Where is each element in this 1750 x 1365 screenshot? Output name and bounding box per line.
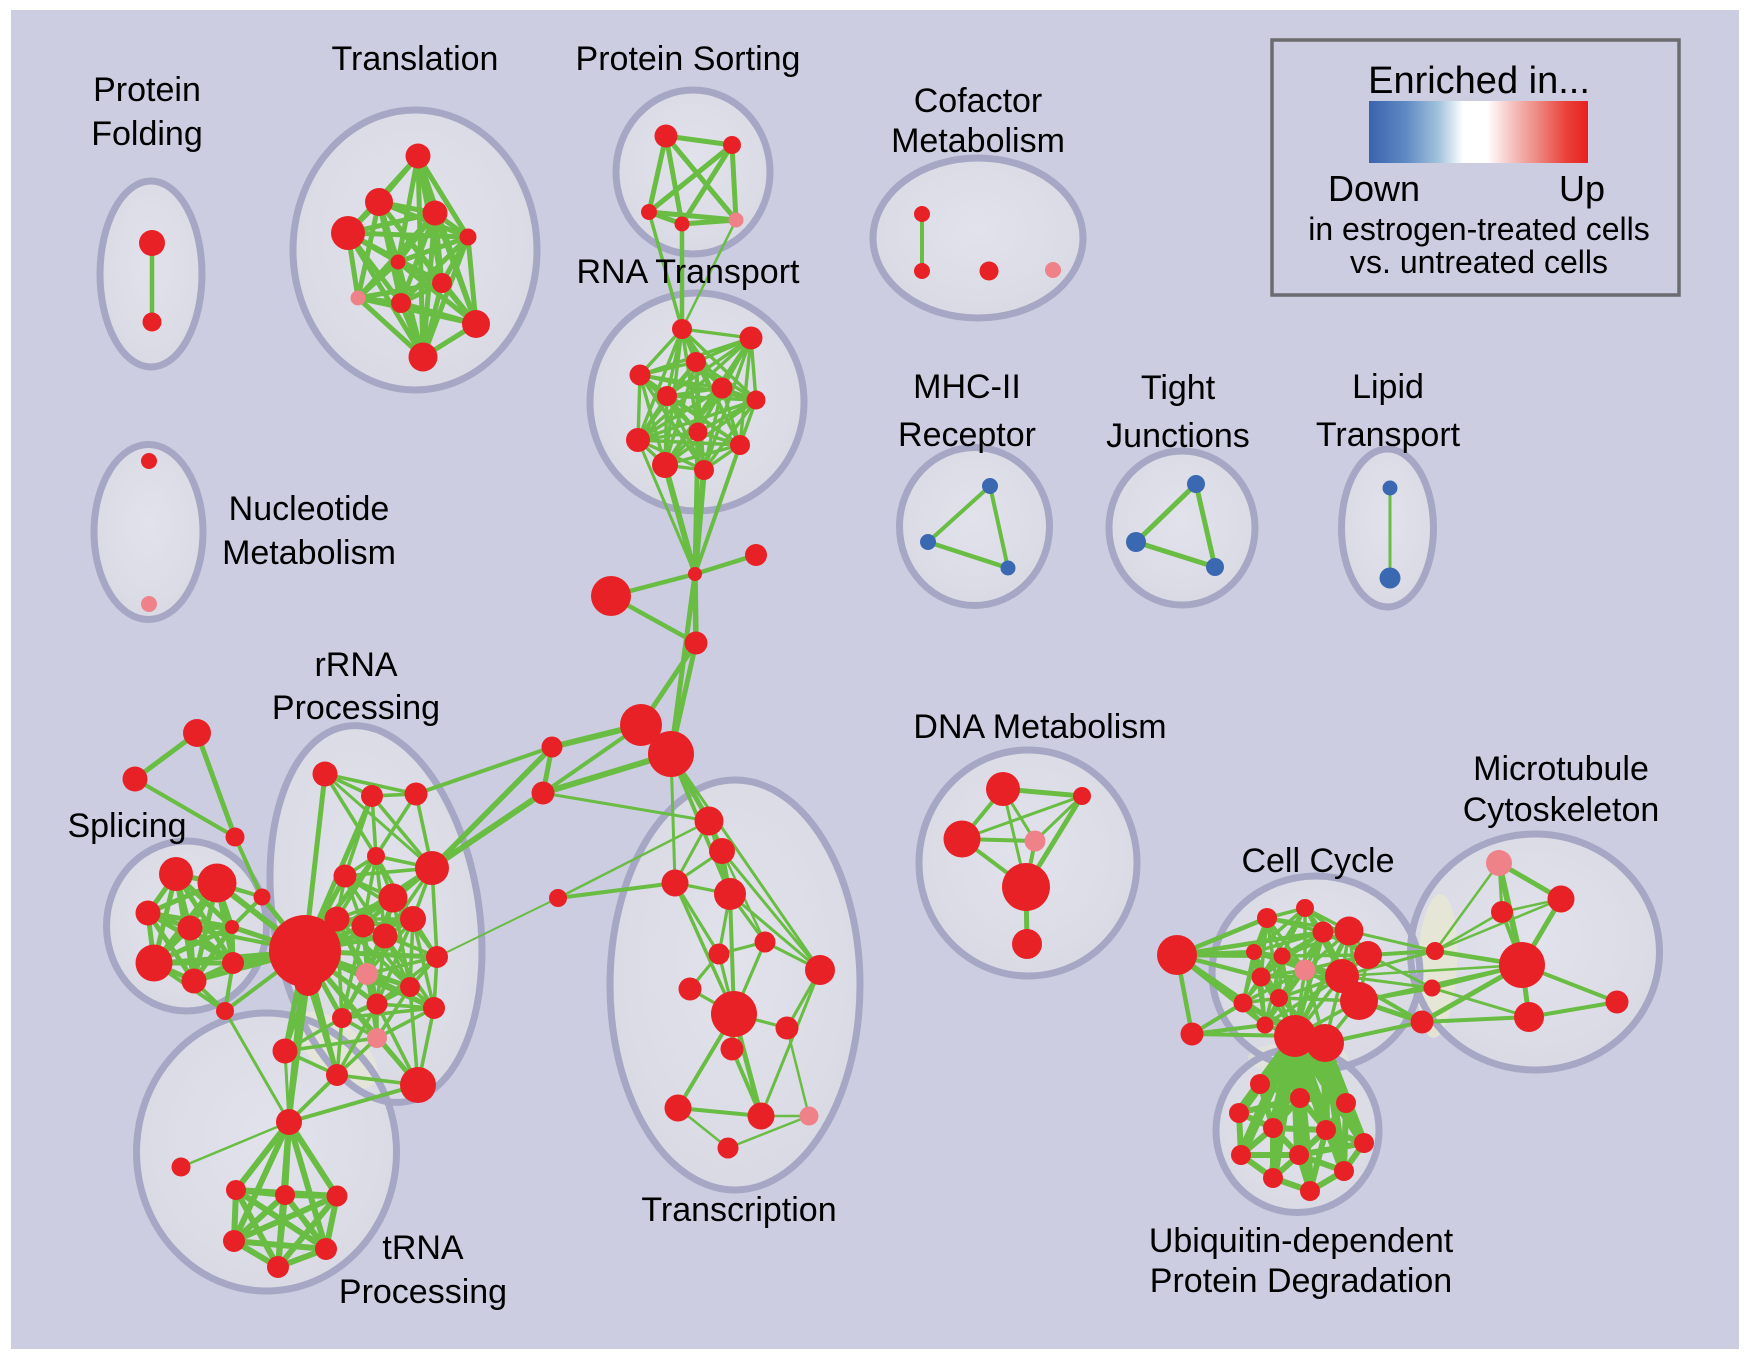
svg-text:Enriched in...: Enriched in...: [1368, 60, 1590, 102]
svg-text:RNA Transport: RNA Transport: [577, 253, 801, 291]
svg-text:DNA Metabolism: DNA Metabolism: [913, 708, 1166, 746]
svg-text:vs. untreated cells: vs. untreated cells: [1350, 244, 1608, 280]
svg-text:tRNA: tRNA: [382, 1229, 464, 1267]
svg-text:MHC-II: MHC-II: [913, 368, 1021, 406]
svg-text:Splicing: Splicing: [67, 807, 186, 845]
svg-text:Metabolism: Metabolism: [891, 122, 1065, 160]
svg-text:Cytoskeleton: Cytoskeleton: [1463, 791, 1660, 829]
svg-text:Tight: Tight: [1141, 369, 1216, 407]
svg-text:Translation: Translation: [332, 40, 499, 78]
svg-text:Protein Sorting: Protein Sorting: [576, 40, 801, 78]
svg-text:Nucleotide: Nucleotide: [229, 490, 390, 528]
svg-text:Transport: Transport: [1316, 416, 1461, 454]
svg-text:Down: Down: [1328, 168, 1420, 209]
svg-text:Cell Cycle: Cell Cycle: [1241, 842, 1394, 880]
svg-text:Protein Degradation: Protein Degradation: [1150, 1262, 1452, 1300]
svg-text:Transcription: Transcription: [641, 1191, 836, 1229]
svg-text:Metabolism: Metabolism: [222, 534, 396, 572]
svg-text:rRNA: rRNA: [314, 646, 397, 684]
svg-text:in estrogen-treated cells: in estrogen-treated cells: [1308, 211, 1650, 247]
svg-text:Junctions: Junctions: [1106, 417, 1250, 455]
svg-text:Receptor: Receptor: [898, 416, 1036, 454]
svg-text:Microtubule: Microtubule: [1473, 750, 1649, 788]
svg-text:Lipid: Lipid: [1352, 368, 1424, 406]
svg-text:Processing: Processing: [272, 689, 440, 727]
svg-text:Cofactor: Cofactor: [914, 82, 1043, 120]
svg-text:Folding: Folding: [91, 115, 203, 153]
svg-text:Processing: Processing: [339, 1273, 507, 1311]
svg-text:Protein: Protein: [93, 71, 201, 109]
svg-text:Up: Up: [1559, 168, 1605, 209]
svg-text:Ubiquitin-dependent: Ubiquitin-dependent: [1149, 1222, 1454, 1260]
